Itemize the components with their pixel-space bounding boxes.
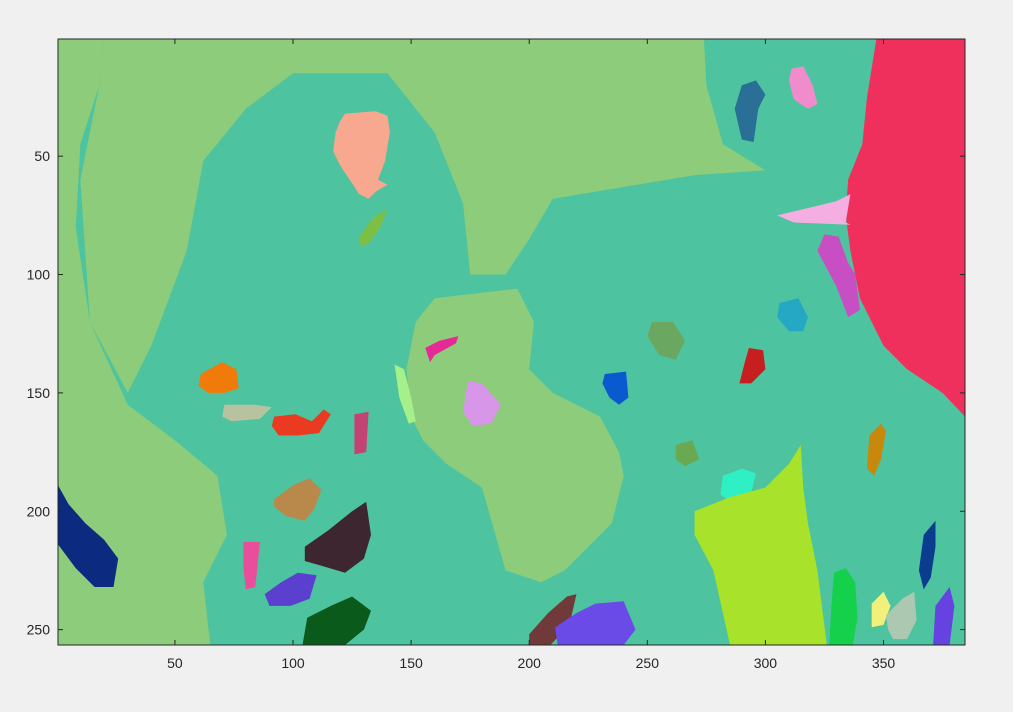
- segment-lavender: [463, 381, 501, 426]
- segment-blue-violet: [555, 601, 636, 645]
- segment-olive-small: [675, 440, 700, 467]
- segment-sage-dark: [647, 321, 686, 360]
- x-tick-label: 300: [754, 655, 778, 671]
- x-tick-label: 150: [399, 655, 423, 671]
- segment-salmon: [333, 111, 390, 199]
- y-tick-label: 150: [27, 385, 51, 401]
- segment-pale-green-streak: [394, 364, 416, 424]
- x-tick-label: 200: [518, 655, 542, 671]
- segment-light-pink: [777, 194, 851, 225]
- y-tick-label: 50: [34, 148, 50, 164]
- segment-steel-blue-top: [734, 80, 766, 142]
- segment-olive-green: [359, 208, 388, 247]
- segment-dark-blue-streak: [918, 520, 936, 590]
- segment-hot-pink: [425, 336, 459, 363]
- x-tick-label: 350: [872, 655, 896, 671]
- segment-orange: [198, 362, 239, 393]
- segmentation-regions: [58, 39, 965, 645]
- region-right-red: [845, 39, 965, 417]
- segment-navy: [58, 485, 119, 587]
- segment-blue-purple-corner: [933, 587, 955, 645]
- region-top-middle-sage: [80, 39, 766, 393]
- segment-indigo: [264, 572, 317, 606]
- segment-raspberry: [354, 411, 369, 455]
- segment-dark-plum: [304, 501, 371, 573]
- region-left-upper-sage: [58, 39, 227, 645]
- segment-pale-yellow: [871, 591, 891, 628]
- x-axis: 50 100 150 200 250 300 350: [167, 39, 895, 671]
- segment-beige-gray: [222, 404, 272, 422]
- x-tick-label: 50: [167, 655, 183, 671]
- y-tick-label: 100: [27, 267, 51, 283]
- y-axis: 50 100 150 200 250: [27, 148, 965, 638]
- segment-pale-gray-green: [885, 591, 917, 640]
- segment-pink-small: [243, 542, 260, 590]
- segment-royal-blue: [602, 371, 629, 405]
- x-tick-label: 100: [281, 655, 305, 671]
- segment-aquamarine: [720, 468, 756, 505]
- y-tick-label: 250: [27, 622, 51, 638]
- y-tick-label: 200: [27, 503, 51, 519]
- axes: 50 100 150 200 250 300 350 50 100 150 200 250: [27, 38, 966, 671]
- segment-maroon: [529, 594, 577, 645]
- segment-pink-top: [789, 66, 818, 109]
- axes-box: [57, 38, 966, 646]
- segment-cyan-blue: [777, 298, 808, 332]
- x-tick-label: 250: [636, 655, 660, 671]
- segment-lime-yellow: [694, 445, 827, 645]
- region-central-sage: [406, 288, 624, 583]
- segment-green-bright: [829, 568, 858, 645]
- segment-amber-streak: [867, 423, 886, 476]
- segment-red-right: [739, 347, 766, 384]
- segment-tan-brown: [274, 478, 322, 521]
- segment-dark-green: [302, 596, 371, 645]
- segment-red-orange: [271, 409, 331, 436]
- segment-magenta-streak: [817, 234, 860, 318]
